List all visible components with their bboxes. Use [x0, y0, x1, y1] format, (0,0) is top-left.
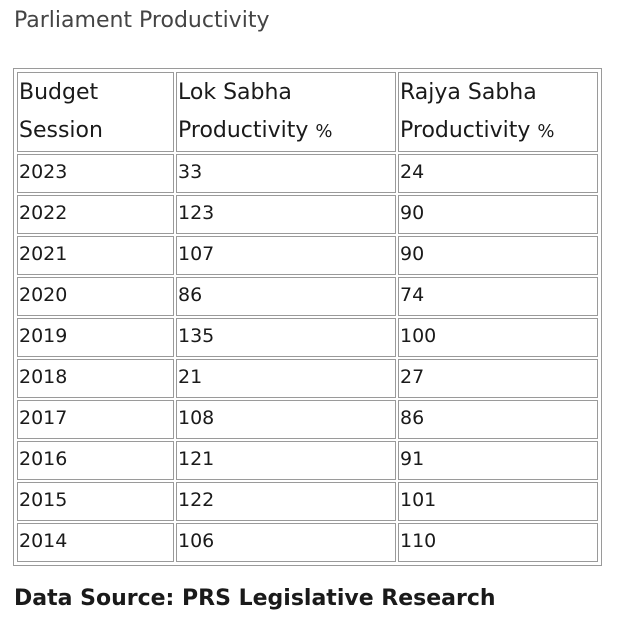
- cell-budget-session: 2017: [17, 400, 174, 439]
- cell-rajya-sabha-productivity: 24: [398, 154, 598, 193]
- header-line1: Budget: [19, 80, 99, 105]
- table-body: 2023 33 24 2022 123 90 2021 107 90 2020 86 74 2019 13…: [17, 154, 598, 562]
- cell-budget-session: 2014: [17, 523, 174, 562]
- table-row: 2020 86 74: [17, 277, 598, 316]
- table-row: 2014 106 110: [17, 523, 598, 562]
- cell-rajya-sabha-productivity: 74: [398, 277, 598, 316]
- header-line2: Session: [19, 118, 103, 143]
- table-row: 2018 21 27: [17, 359, 598, 398]
- cell-lok-sabha-productivity: 135: [176, 318, 396, 357]
- cell-budget-session: 2018: [17, 359, 174, 398]
- header-unit: %: [537, 121, 555, 142]
- cell-lok-sabha-productivity: 123: [176, 195, 396, 234]
- header-line2: Productivity %: [400, 118, 555, 143]
- header-line2: Productivity %: [178, 118, 333, 143]
- cell-lok-sabha-productivity: 107: [176, 236, 396, 275]
- cell-rajya-sabha-productivity: 101: [398, 482, 598, 521]
- cell-budget-session: 2023: [17, 154, 174, 193]
- cell-budget-session: 2021: [17, 236, 174, 275]
- cell-budget-session: 2019: [17, 318, 174, 357]
- productivity-table: Budget Session Lok Sabha Productivity % …: [15, 70, 600, 564]
- page-title: Parliament Productivity: [14, 8, 270, 33]
- cell-rajya-sabha-productivity: 86: [398, 400, 598, 439]
- cell-rajya-sabha-productivity: 90: [398, 236, 598, 275]
- header-rajya-sabha: Rajya Sabha Productivity %: [398, 72, 598, 152]
- cell-lok-sabha-productivity: 86: [176, 277, 396, 316]
- cell-lok-sabha-productivity: 108: [176, 400, 396, 439]
- cell-budget-session: 2022: [17, 195, 174, 234]
- table-row: 2017 108 86: [17, 400, 598, 439]
- cell-lok-sabha-productivity: 33: [176, 154, 396, 193]
- cell-budget-session: 2015: [17, 482, 174, 521]
- header-unit: %: [315, 121, 333, 142]
- cell-lok-sabha-productivity: 106: [176, 523, 396, 562]
- cell-rajya-sabha-productivity: 91: [398, 441, 598, 480]
- table-row: 2021 107 90: [17, 236, 598, 275]
- table-row: 2015 122 101: [17, 482, 598, 521]
- cell-lok-sabha-productivity: 122: [176, 482, 396, 521]
- header-line1: Lok Sabha: [178, 80, 292, 105]
- table-row: 2022 123 90: [17, 195, 598, 234]
- cell-lok-sabha-productivity: 121: [176, 441, 396, 480]
- cell-budget-session: 2016: [17, 441, 174, 480]
- cell-rajya-sabha-productivity: 100: [398, 318, 598, 357]
- productivity-table-frame: Budget Session Lok Sabha Productivity % …: [13, 68, 602, 566]
- cell-rajya-sabha-productivity: 110: [398, 523, 598, 562]
- cell-rajya-sabha-productivity: 90: [398, 195, 598, 234]
- data-source-note: Data Source: PRS Legislative Research: [14, 586, 496, 611]
- cell-lok-sabha-productivity: 21: [176, 359, 396, 398]
- header-budget-session: Budget Session: [17, 72, 174, 152]
- table-row: 2023 33 24: [17, 154, 598, 193]
- table-row: 2019 135 100: [17, 318, 598, 357]
- header-lok-sabha: Lok Sabha Productivity %: [176, 72, 396, 152]
- header-line1: Rajya Sabha: [400, 80, 537, 105]
- cell-rajya-sabha-productivity: 27: [398, 359, 598, 398]
- table-header-row: Budget Session Lok Sabha Productivity % …: [17, 72, 598, 152]
- table-row: 2016 121 91: [17, 441, 598, 480]
- cell-budget-session: 2020: [17, 277, 174, 316]
